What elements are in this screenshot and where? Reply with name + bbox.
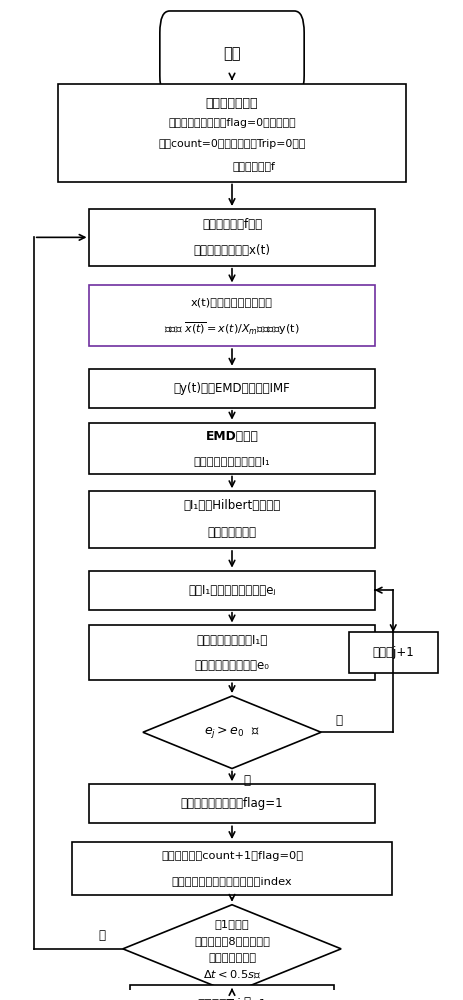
Text: 否: 否: [98, 929, 105, 942]
Text: 半周期能量参考阈值e₀: 半周期能量参考阈值e₀: [194, 659, 269, 672]
Text: 得到电流原始信号x(t): 得到电流原始信号x(t): [193, 244, 270, 257]
Bar: [129, 985, 334, 1000]
Text: 序列号j+1: 序列号j+1: [372, 646, 413, 659]
Bar: [89, 784, 374, 823]
Text: 其瞬时幅值分布: 其瞬时幅值分布: [207, 526, 256, 539]
Bar: [89, 209, 374, 266]
Bar: [89, 369, 374, 408]
Text: 波之间的时间差: 波之间的时间差: [207, 953, 256, 963]
Polygon shape: [123, 905, 340, 993]
FancyBboxPatch shape: [159, 11, 304, 97]
Text: 计算I₁的各个半周期能量eⱼ: 计算I₁的各个半周期能量eⱼ: [188, 584, 275, 597]
Text: 半周波与第8个故障半周: 半周波与第8个故障半周: [194, 936, 269, 946]
Text: 是: 是: [243, 774, 250, 787]
Text: 跳闸信号Trip=1: 跳闸信号Trip=1: [197, 998, 266, 1000]
Bar: [348, 632, 437, 673]
Text: 置电流采样率f: 置电流采样率f: [232, 161, 274, 171]
Polygon shape: [143, 696, 320, 769]
Text: 系统参数初始化: 系统参数初始化: [205, 97, 258, 110]
Text: 电弧故障发生标志位flag=0，电弧故障: 电弧故障发生标志位flag=0，电弧故障: [168, 118, 295, 128]
Text: x(t)的归一化和软件降噪: x(t)的归一化和软件降噪: [191, 297, 272, 307]
Bar: [71, 842, 392, 895]
Text: 设置该负载电流下I₁的: 设置该负载电流下I₁的: [196, 634, 267, 647]
Text: 开始: 开始: [223, 47, 240, 62]
Bar: [89, 423, 374, 474]
Text: 构造故障特征模态分量I₁: 构造故障特征模态分量I₁: [193, 456, 270, 466]
Text: 对y(t)进行EMD得到各个IMF: 对y(t)进行EMD得到各个IMF: [173, 382, 290, 395]
Text: 对I₁进行Hilbert变换得到: 对I₁进行Hilbert变换得到: [183, 499, 280, 512]
Text: 是: 是: [243, 996, 250, 1000]
Text: 否: 否: [335, 714, 342, 727]
Text: 故障电弧发生标志位flag=1: 故障电弧发生标志位flag=1: [180, 797, 283, 810]
Bar: [89, 625, 374, 680]
Text: 个数count=0，跳闸标志位Trip=0，设: 个数count=0，跳闸标志位Trip=0，设: [158, 139, 305, 149]
Text: 记录该故障电弧半周波的序号index: 记录该故障电弧半周波的序号index: [171, 876, 292, 886]
Bar: [89, 491, 374, 548]
Text: 归一化 $\overline{x(t)}=x(t)/X_m$，降噪得y(t): 归一化 $\overline{x(t)}=x(t)/X_m$，降噪得y(t): [164, 320, 299, 337]
Text: $e_j>e_0$  ？: $e_j>e_0$ ？: [204, 724, 259, 740]
Bar: [89, 285, 374, 346]
Text: 故障电弧个数count+1，flag=0，: 故障电弧个数count+1，flag=0，: [161, 851, 302, 861]
Bar: [89, 571, 374, 610]
Text: 按既定采样率f采样: 按既定采样率f采样: [201, 218, 262, 231]
Text: 第1个故障: 第1个故障: [214, 919, 249, 929]
Text: EMD后处理: EMD后处理: [205, 430, 258, 443]
Text: $\Delta t < 0.5s$？: $\Delta t < 0.5s$？: [202, 968, 261, 980]
Bar: [58, 84, 405, 182]
